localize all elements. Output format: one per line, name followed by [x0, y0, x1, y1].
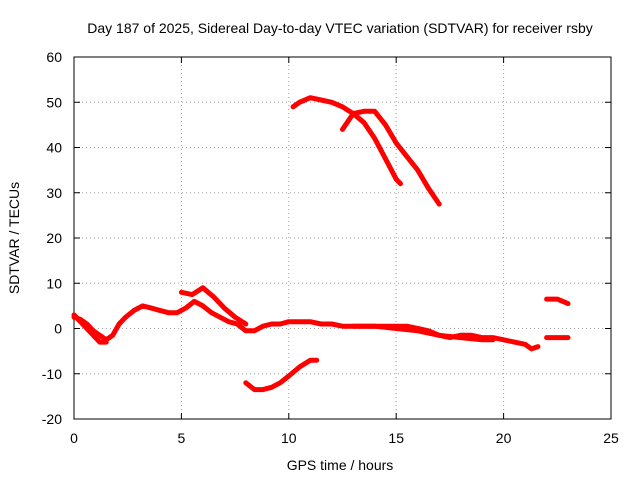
y-tick-label: 60 — [46, 49, 62, 65]
series-line-track-arc-b — [340, 108, 442, 207]
series-line-track-arc-a — [290, 95, 403, 187]
x-tick-label: 20 — [496, 430, 512, 446]
x-tick-label: 10 — [281, 430, 297, 446]
grid-lines — [74, 57, 611, 419]
y-tick-label: 40 — [46, 140, 62, 156]
y-tick-label: 20 — [46, 230, 62, 246]
series-line-track-late-lower — [350, 323, 496, 343]
series-line-track-hump-6h — [178, 285, 249, 327]
y-axis-label: SDTVAR / TECUs — [6, 182, 22, 294]
y-tick-label: -10 — [42, 366, 62, 382]
series-line-track-late-high — [544, 296, 571, 307]
series-line-track-neg-low — [243, 357, 320, 393]
y-tick-label: 0 — [54, 321, 62, 337]
series-line-track-main-low — [71, 298, 541, 352]
x-tick-label: 5 — [178, 430, 186, 446]
y-tick-label: 30 — [46, 185, 62, 201]
x-axis-label: GPS time / hours — [287, 457, 394, 473]
y-tick-label: 50 — [46, 94, 62, 110]
y-tick-label: 10 — [46, 275, 62, 291]
y-tick-label: -20 — [42, 411, 62, 427]
axis-ticks: 0 5 10 15 20 25 -20 -10 0 10 20 30 40 50 60 — [42, 49, 619, 446]
series-line-track-early-dip — [71, 312, 109, 345]
data-series — [71, 95, 571, 393]
x-tick-label: 15 — [388, 430, 404, 446]
x-tick-label: 25 — [603, 430, 619, 446]
chart-title: Day 187 of 2025, Sidereal Day-to-day VTE… — [87, 20, 593, 36]
x-tick-label: 0 — [70, 430, 78, 446]
